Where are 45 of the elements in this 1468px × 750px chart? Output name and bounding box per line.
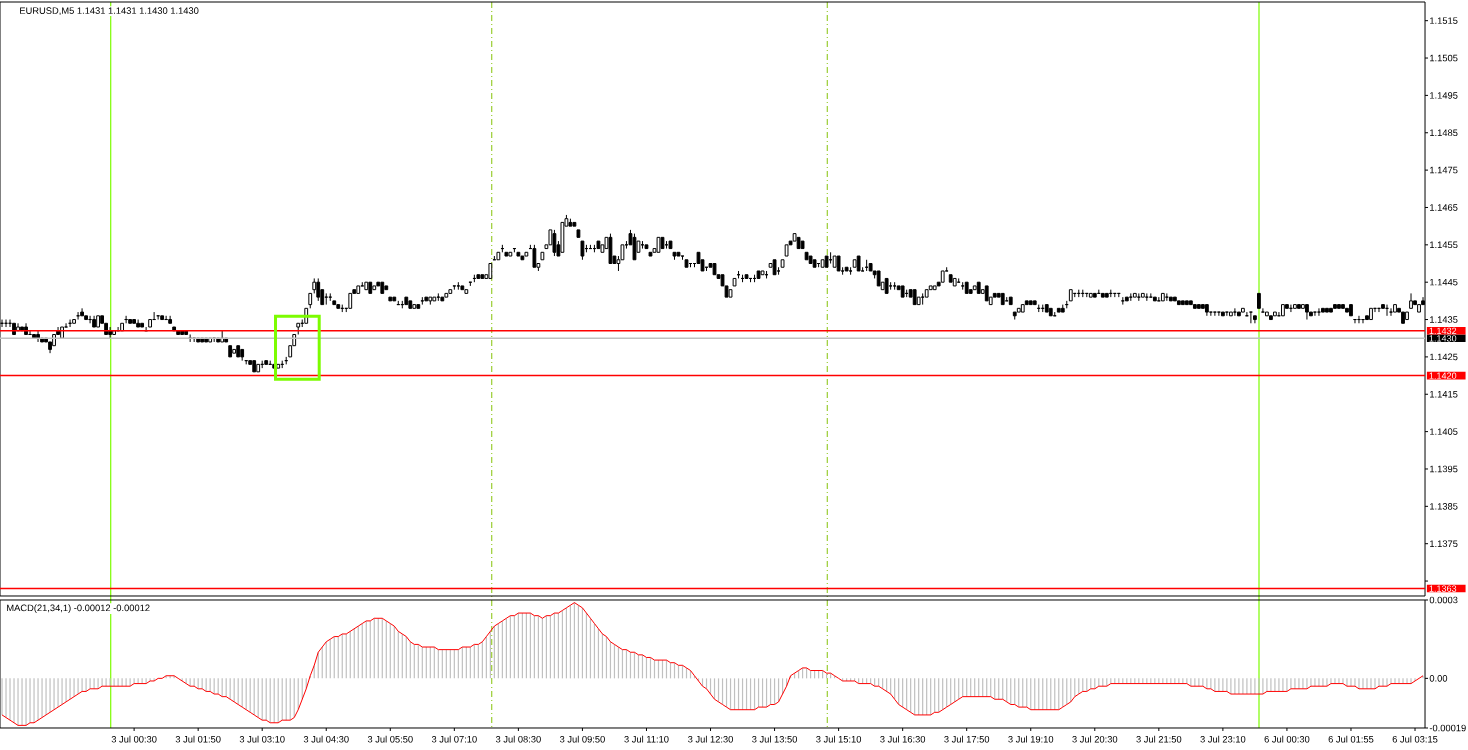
y-tick-label: 1.1465	[1430, 204, 1458, 211]
ref-line-label: 1.1363	[1429, 585, 1457, 592]
y-tick-label: 1.1485	[1430, 129, 1458, 137]
x-tick-label: 3 Jul 05:50	[367, 735, 413, 743]
ref-line-label: 1.1430	[1429, 335, 1457, 342]
x-tick-label: 3 Jul 23:10	[1200, 735, 1246, 743]
x-tick-label: 3 Jul 09:50	[559, 735, 605, 743]
x-tick-label: 3 Jul 11:10	[624, 735, 669, 743]
ref-line-label: 1.1420	[1429, 372, 1457, 379]
x-tick-label: 3 Jul 19:10	[1008, 735, 1054, 743]
ref-line-label: 1.1432	[1429, 327, 1457, 335]
x-tick-label: 3 Jul 12:30	[688, 735, 733, 743]
x-tick-label: 3 Jul 07:10	[431, 735, 477, 743]
y-tick-label: 0.0003	[1429, 596, 1458, 604]
x-tick-label: 3 Jul 03:10	[239, 735, 285, 743]
y-tick-label: 1.1495	[1430, 92, 1458, 99]
y-tick-label: -0.00019	[1429, 724, 1466, 732]
x-tick-label: 3 Jul 01:50	[175, 735, 221, 743]
x-tick-label: 6 Jul 01:55	[1328, 735, 1374, 743]
x-tick-label: 3 Jul 04:30	[303, 735, 349, 743]
x-tick-label: 3 Jul 00:30	[111, 735, 157, 743]
x-tick-label: 6 Jul 03:15	[1392, 735, 1438, 743]
y-tick-label: 1.1425	[1430, 353, 1458, 361]
x-tick-label: 3 Jul 08:30	[495, 735, 541, 743]
y-tick-label: 1.1435	[1430, 316, 1458, 323]
y-tick-label: 0.00	[1429, 675, 1448, 682]
x-tick-label: 3 Jul 16:30	[880, 735, 926, 743]
x-tick-label: 3 Jul 17:50	[944, 735, 990, 743]
y-tick-label: 1.1455	[1430, 241, 1458, 249]
y-tick-label: 1.1505	[1430, 54, 1458, 62]
x-tick-label: 3 Jul 21:50	[1136, 735, 1182, 743]
chart-title: EURUSD,M5 1.1431 1.1431 1.1430 1.1430	[20, 7, 199, 16]
y-tick-label: 1.1405	[1430, 428, 1458, 435]
y-tick-label: 1.1395	[1430, 465, 1458, 473]
x-tick-label: 6 Jul 00:30	[1264, 735, 1310, 743]
x-tick-label: 3 Jul 15:10	[816, 735, 862, 743]
y-tick-label: 1.1445	[1430, 278, 1458, 286]
y-tick-label: 1.1515	[1430, 17, 1458, 24]
x-tick-label: 3 Jul 20:30	[1072, 735, 1118, 743]
chart-title: MACD(21,34,1) -0.00012 -0.00012	[7, 604, 150, 614]
y-tick-label: 1.1375	[1430, 540, 1458, 547]
x-tick-label: 3 Jul 13:50	[752, 735, 798, 743]
y-tick-label: 1.1415	[1430, 391, 1458, 398]
y-tick-label: 1.1385	[1430, 503, 1458, 510]
y-tick-label: 1.1475	[1430, 166, 1458, 174]
